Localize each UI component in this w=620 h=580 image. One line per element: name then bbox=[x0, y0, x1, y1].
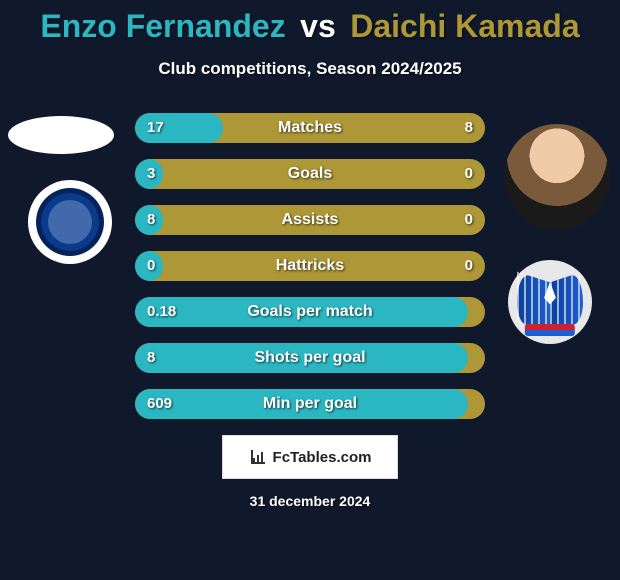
title-row: Enzo Fernandez vs Daichi Kamada bbox=[0, 0, 620, 45]
stat-row: 0Hattricks0 bbox=[135, 251, 485, 281]
stat-label: Assists bbox=[135, 205, 485, 235]
subtitle: Club competitions, Season 2024/2025 bbox=[0, 59, 620, 79]
stat-row: 17Matches8 bbox=[135, 113, 485, 143]
player2-club-crest bbox=[508, 260, 592, 344]
stat-row: 8Shots per goal bbox=[135, 343, 485, 373]
stat-label: Goals per match bbox=[135, 297, 485, 327]
stat-row: 3Goals0 bbox=[135, 159, 485, 189]
crystal-palace-crest-icon bbox=[508, 260, 592, 344]
stat-bars: 17Matches83Goals08Assists00Hattricks00.1… bbox=[135, 113, 485, 419]
stat-label: Hattricks bbox=[135, 251, 485, 281]
stat-label: Goals bbox=[135, 159, 485, 189]
chelsea-crest-icon bbox=[28, 180, 112, 264]
stat-label: Matches bbox=[135, 113, 485, 143]
stat-row: 609Min per goal bbox=[135, 389, 485, 419]
title-player2: Daichi Kamada bbox=[350, 8, 579, 44]
stat-label: Min per goal bbox=[135, 389, 485, 419]
stat-value-right: 0 bbox=[465, 205, 473, 235]
date-line: 31 december 2024 bbox=[0, 493, 620, 509]
player1-club-crest bbox=[28, 180, 112, 264]
stat-row: 8Assists0 bbox=[135, 205, 485, 235]
stat-value-right: 0 bbox=[465, 159, 473, 189]
title-vs: vs bbox=[300, 8, 336, 44]
player2-photo bbox=[504, 124, 610, 230]
fctables-logo-icon bbox=[249, 448, 267, 466]
stat-label: Shots per goal bbox=[135, 343, 485, 373]
stat-value-right: 8 bbox=[465, 113, 473, 143]
brand-box: FcTables.com bbox=[222, 435, 398, 479]
stat-row: 0.18Goals per match bbox=[135, 297, 485, 327]
player1-photo bbox=[8, 116, 114, 154]
title-player1: Enzo Fernandez bbox=[40, 8, 285, 44]
stat-value-right: 0 bbox=[465, 251, 473, 281]
brand-text: FcTables.com bbox=[273, 449, 372, 466]
